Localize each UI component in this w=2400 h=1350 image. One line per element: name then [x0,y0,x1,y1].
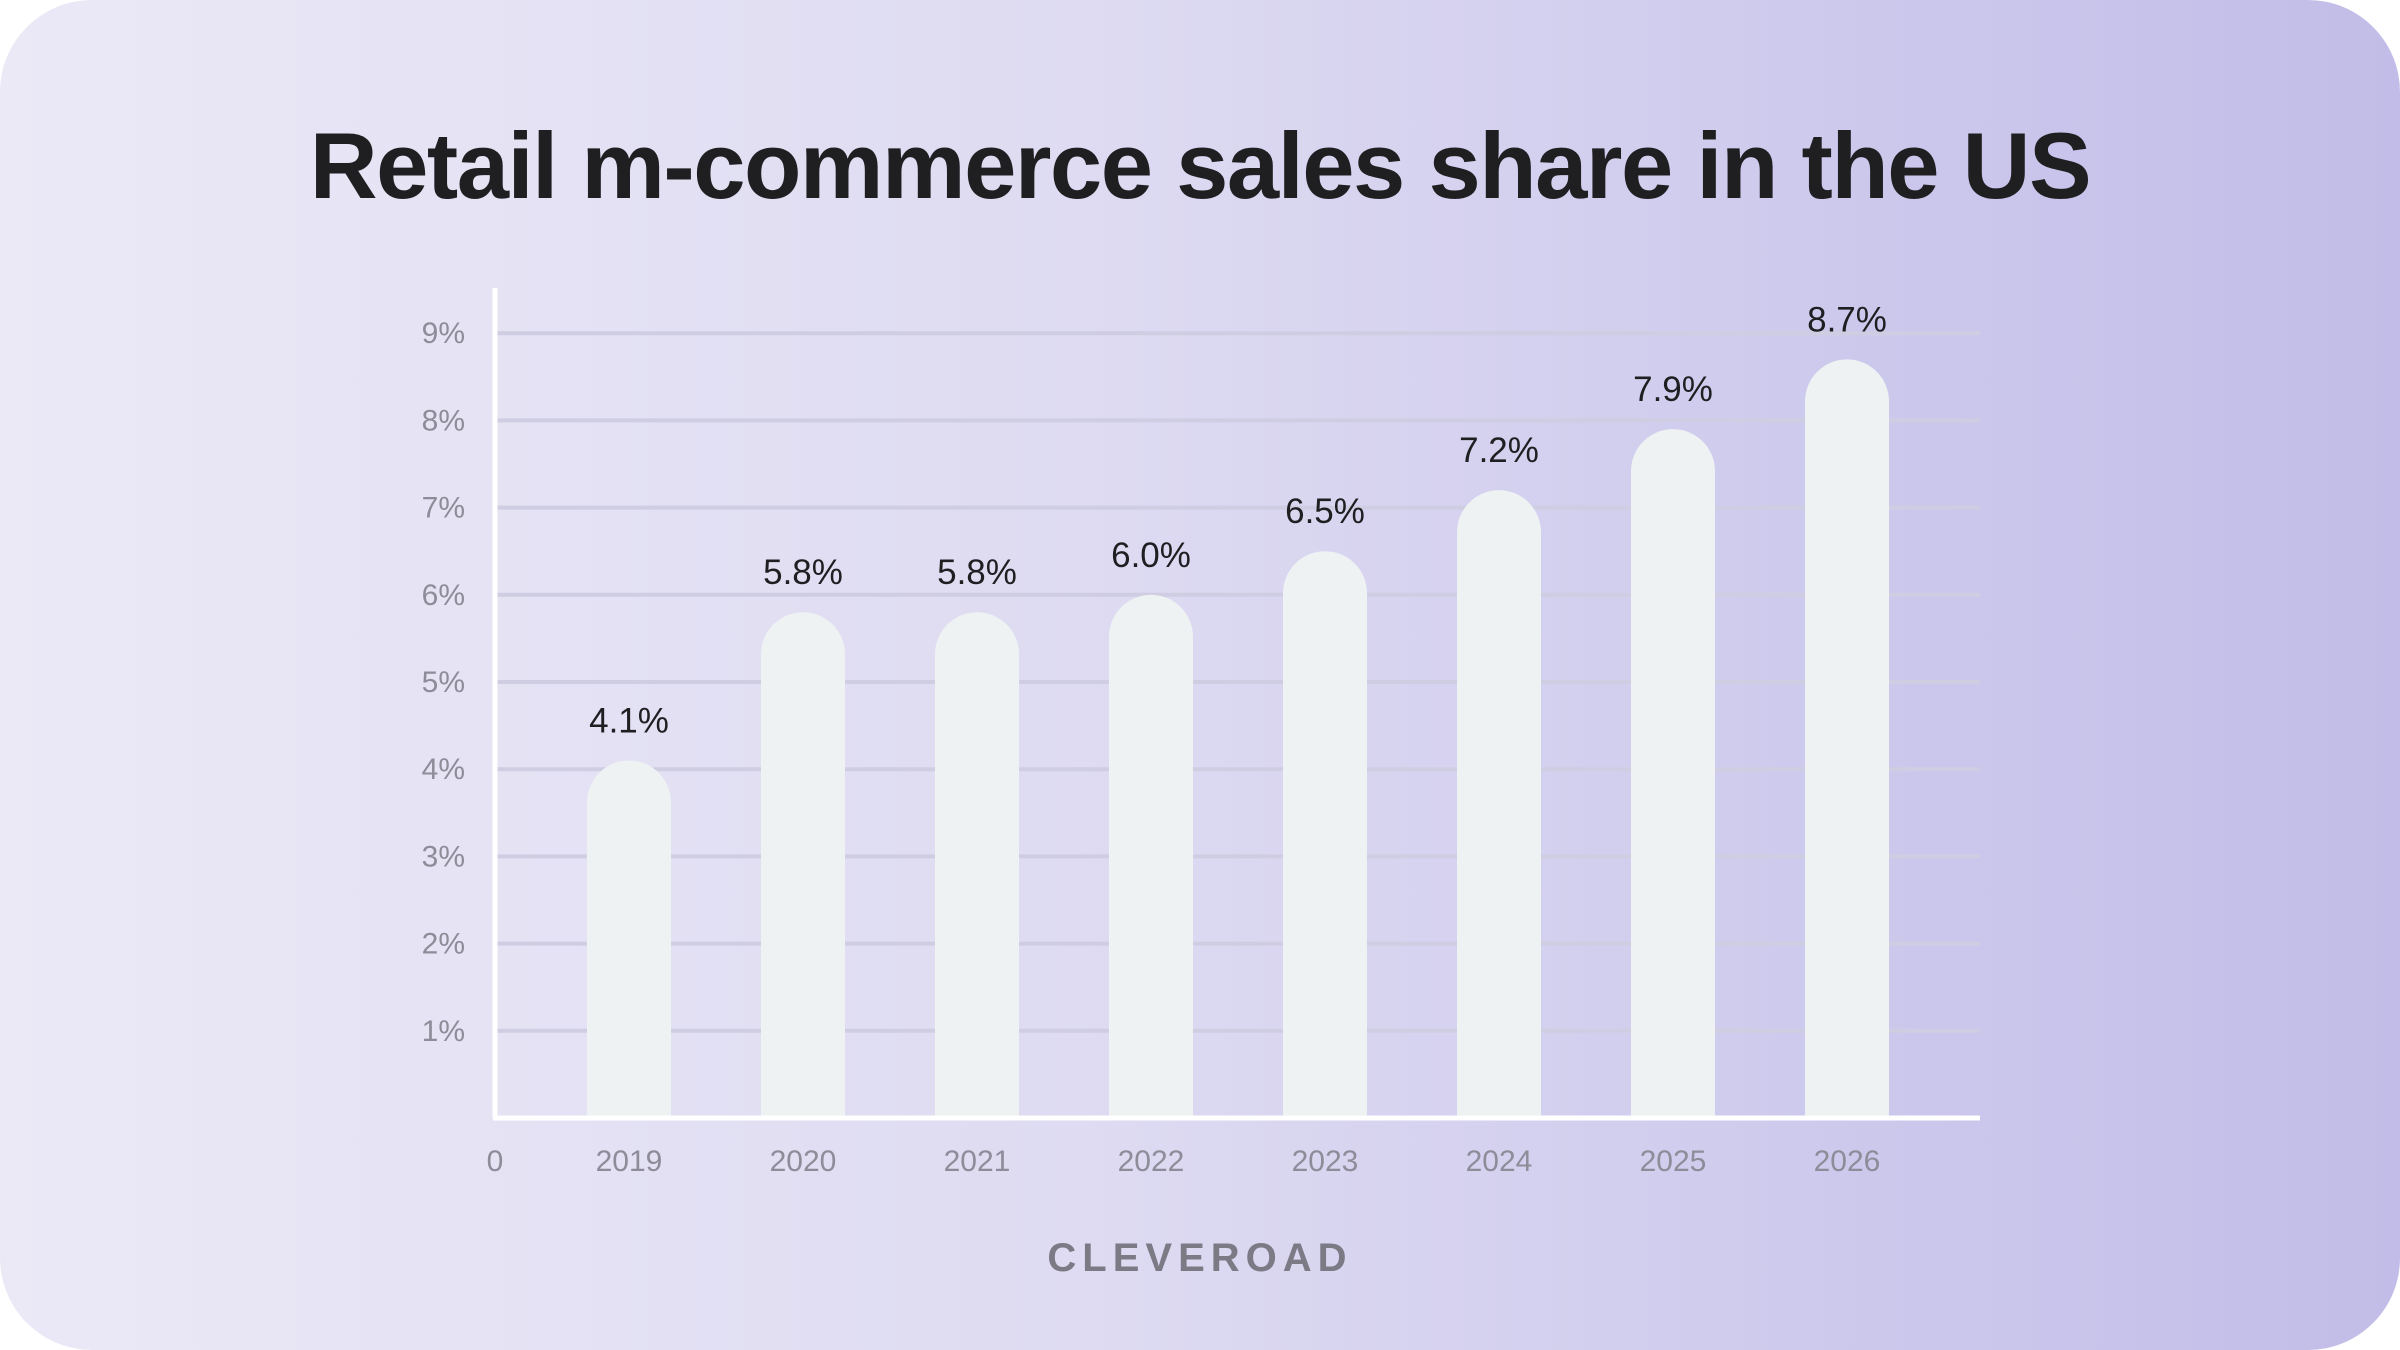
y-tick-label: 9% [422,317,465,350]
bar [1631,429,1715,1118]
y-tick-label: 6% [422,579,465,612]
x-tick-label: 2022 [1118,1145,1185,1178]
y-tick-label: 4% [422,753,465,786]
bar [1283,551,1367,1118]
data-label: 7.2% [1459,431,1539,470]
y-tick-label: 3% [422,840,465,873]
y-tick-label: 7% [422,492,465,525]
x-tick-label: 2026 [1814,1145,1881,1178]
origin-label: 0 [487,1145,504,1178]
data-label: 6.5% [1285,492,1365,531]
data-label: 4.1% [589,701,669,740]
data-label: 6.0% [1111,536,1191,575]
x-tick-label: 2023 [1292,1145,1359,1178]
y-tick-label: 8% [422,404,465,437]
chart-title: Retail m-commerce sales share in the US [309,113,2092,218]
bar [935,612,1019,1118]
bar [761,612,845,1118]
bar [587,760,671,1118]
x-tick-label: 2024 [1466,1145,1533,1178]
data-label: 8.7% [1807,300,1887,339]
y-tick-label: 5% [422,666,465,699]
x-tick-label: 2021 [944,1145,1011,1178]
data-label: 5.8% [763,553,843,592]
data-label: 7.9% [1633,370,1713,409]
y-tick-label: 1% [422,1015,465,1048]
bar [1805,359,1889,1118]
x-tick-label: 2020 [770,1145,837,1178]
bar [1457,490,1541,1118]
brand-logo-text: CLEVEROAD [1047,1236,1353,1280]
x-tick-label: 2019 [596,1145,663,1178]
data-label: 5.8% [937,553,1017,592]
x-tick-label: 2025 [1640,1145,1707,1178]
y-tick-label: 2% [422,928,465,961]
bar [1109,594,1193,1118]
